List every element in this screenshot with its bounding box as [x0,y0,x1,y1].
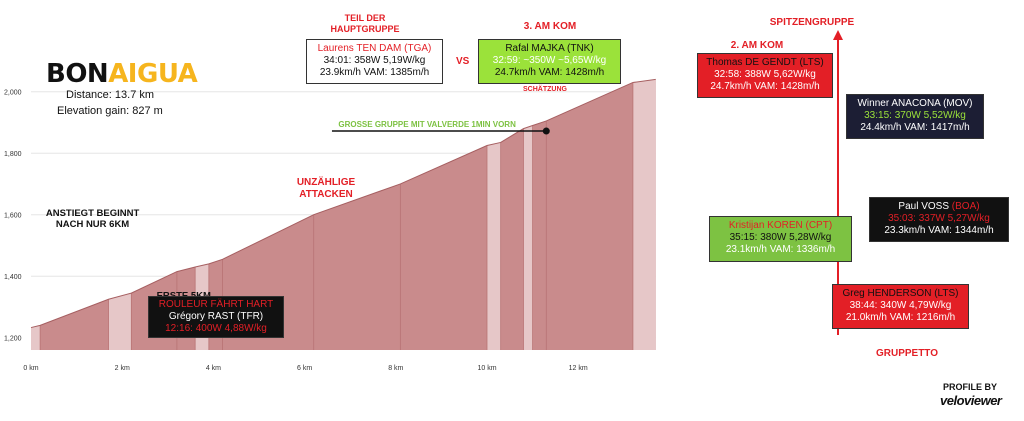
brand-logo: BONAIGUA [46,59,198,89]
rider-name-line: Paul VOSS (BOA) [870,201,1008,213]
chart-annotation: ANSTIEGT BEGINNT [46,208,140,219]
y-axis: 1,200 1,400 1,600 1,800 2,000 [4,90,22,343]
x-tick-label: 8 km [388,365,403,372]
am-kom-3-heading: 3. AM KOM [523,21,577,32]
rider-name: Rafal MAJKA (TNK) [505,43,594,54]
attacks-line2: ATTACKEN [299,189,353,200]
rider-name: Winner ANACONA (MOV) [857,98,973,109]
brand-part1: BON [46,59,109,89]
y-tick-label: 1,400 [4,274,22,281]
y-tick-label: 1,200 [4,336,22,343]
rider-speed: 24.7km/h VAM: 1428m/h [710,81,820,92]
y-tick-label: 1,600 [4,213,22,220]
vs-label: VS [456,56,470,67]
spitzengruppe-arrow-head [833,30,843,40]
rider-team: (BOA) [951,201,980,212]
rider-box-degendt: Thomas DE GENDT (LTS) 32:58: 388W 5,62W/… [697,53,833,98]
rider-speed: 23.1km/h VAM: 1336m/h [725,244,836,255]
rider-power: 34:01: 358W 5,19W/kg [323,55,426,66]
rider-name: Laurens TEN DAM (TGA) [317,43,432,54]
steep-segment [31,325,41,350]
hauptgruppe-line1: TEIL DER [344,13,386,23]
rider-speed: 24.7km/h VAM: 1428m/h [494,67,605,78]
rider-box-majka: Rafal MAJKA (TNK) 32:59: ~350W ~5,65W/kg… [478,39,621,84]
rider-power: 12:16: 400W 4,88W/kg [165,323,267,334]
gruppetto-heading: GRUPPETTO [875,348,939,359]
rider-box-koren: Kristijan KOREN (CPT) 35:15: 380W 5,28W/… [709,216,852,262]
rider-box-henderson: Greg HENDERSON (LTS) 38:44: 340W 4,79W/k… [832,284,969,329]
steep-segment [632,79,656,351]
chart-annotation: NACH NUR 6KM [56,219,129,230]
rider-power: 35:03: 337W 5,27W/kg [888,213,990,224]
rider-tag: ROULEUR FÄHRT HART [158,299,274,310]
steep-segment [108,293,132,350]
hauptgruppe-heading: TEIL DER HAUPTGRUPPE [320,13,410,35]
steep-segment [487,142,501,350]
rider-power: 35:15: 380W 5,28W/kg [729,232,832,243]
profile-outline [30,78,656,329]
x-tick-label: 4 km [206,365,221,372]
x-tick-label: 2 km [115,365,130,372]
rider-power: 32:59: ~350W ~5,65W/kg [492,55,607,66]
chart-annotation: ERSTE 5KM [157,290,211,301]
rider-box-voss: Paul VOSS (BOA) 35:03: 337W 5,27W/kg 23.… [869,197,1009,242]
spitzengruppe-heading: SPITZENGRUPPE [769,17,855,28]
steep-segment [523,125,533,351]
rider-name: Paul VOSS [898,201,950,212]
group-line-label: GROSSE GRUPPE MIT VALVERDE 1MIN VORN [338,120,516,129]
rider-speed: 24.4km/h VAM: 1417m/h [860,122,970,133]
rider-box-tendam: Laurens TEN DAM (TGA) 34:01: 358W 5,19W/… [306,39,443,84]
y-tick-label: 1,800 [4,151,22,158]
rider-speed: 23.9km/h VAM: 1385m/h [319,67,430,78]
hauptgruppe-line2: HAUPTGRUPPE [330,24,400,34]
brand-part2: AIGUA [108,59,198,89]
profile-by-label: PROFILE BY [943,382,998,392]
rider-speed: 21.0km/h VAM: 1216m/h [845,312,956,323]
x-tick-label: 10 km [477,365,496,372]
x-tick-label: 12 km [569,365,588,372]
group-line-dot [542,127,550,135]
rider-name: Thomas DE GENDT (LTS) [706,57,824,68]
x-tick-label: 0 km [23,365,38,372]
rider-power: 33:15: 370W 5,52W/kg [864,110,966,121]
rider-power: 38:44: 340W 4,79W/kg [849,300,952,311]
y-tick-label: 2,000 [4,90,22,97]
estimate-label: SCHÄTZUNG [523,86,567,93]
veloviewer-logo: veloviewer [940,393,1002,408]
rider-name: Kristijan KOREN (CPT) [728,220,833,231]
rider-power: 32:58: 388W 5,62W/kg [714,69,816,80]
elevation-stat: Elevation gain: 827 m [57,105,163,117]
rider-box-anacona: Winner ANACONA (MOV) 33:15: 370W 5,52W/k… [846,94,984,139]
distance-stat: Distance: 13.7 km [66,89,155,101]
x-tick-label: 6 km [297,365,312,372]
x-axis: 0 km 2 km 4 km 6 km 8 km 10 km 12 km [23,365,587,372]
group-line: GROSSE GRUPPE MIT VALVERDE 1MIN VORN [331,120,550,135]
rider-box-rast: ROULEUR FÄHRT HART Grégory RAST (TFR) 12… [148,296,284,338]
rider-name: Grégory RAST (TFR) [168,311,264,322]
attacks-label: UNZÄHLIGE ATTACKEN [286,177,366,201]
rider-name: Greg HENDERSON (LTS) [842,288,959,299]
attacks-line1: UNZÄHLIGE [296,177,356,188]
rider-speed: 23.3km/h VAM: 1344m/h [884,225,994,236]
am-kom-2-heading: 2. AM KOM [730,40,784,51]
